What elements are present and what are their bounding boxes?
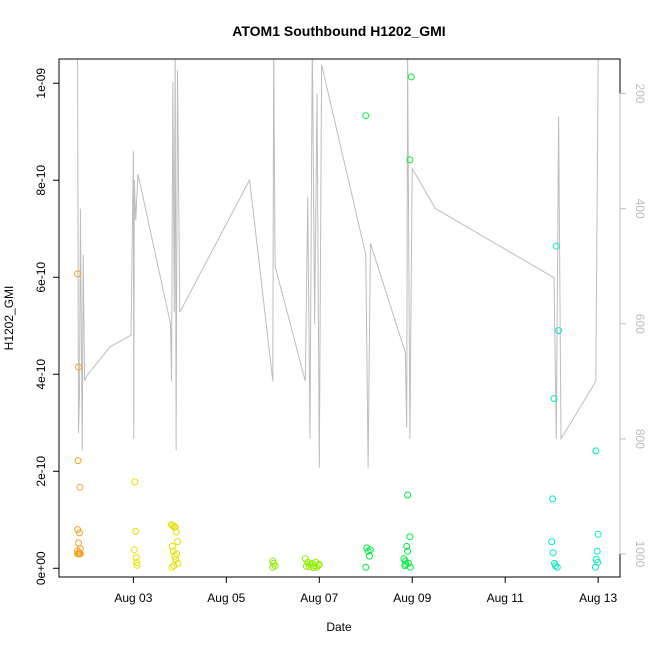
data-point (553, 563, 561, 571)
data-point (74, 550, 82, 558)
data-point (407, 73, 415, 81)
data-point (75, 539, 82, 547)
data-point (131, 478, 139, 486)
y-tick-label: 1e-09 (34, 68, 48, 99)
data-point (76, 529, 83, 537)
data-point (76, 550, 84, 558)
data-point (75, 363, 82, 371)
data-point (403, 542, 411, 550)
data-point (172, 556, 180, 563)
data-point (132, 527, 140, 535)
data-point (304, 558, 312, 566)
data-point (549, 549, 557, 557)
pressure-trace-line (77, 59, 599, 468)
data-point (168, 542, 176, 550)
right-tick-label: 800 (633, 429, 647, 449)
data-point (269, 563, 277, 571)
data-point (548, 538, 556, 546)
data-point (401, 562, 409, 570)
data-point (74, 270, 82, 278)
data-point (404, 491, 412, 499)
right-tick-label: 200 (633, 84, 647, 104)
y-tick-label: 2e-10 (34, 456, 48, 487)
data-point (363, 544, 371, 552)
y-tick-label: 0e+00 (34, 551, 48, 585)
chart-title: ATOM1 Southbound H1202_GMI (232, 23, 445, 39)
data-point (404, 547, 412, 555)
data-point (76, 483, 84, 491)
data-point (315, 560, 323, 568)
data-point (133, 558, 141, 566)
data-point (550, 395, 558, 402)
data-point (366, 546, 374, 554)
data-point (549, 495, 557, 503)
data-point (406, 533, 414, 541)
data-point (171, 523, 179, 531)
y-tick-label: 4e-10 (34, 359, 48, 390)
data-points-layer (74, 73, 602, 572)
data-point (132, 554, 140, 562)
right-tick-label: 400 (633, 199, 647, 219)
y-tick-label: 8e-10 (34, 165, 48, 196)
data-point (555, 327, 563, 335)
data-point (551, 562, 559, 570)
x-tick-label: Aug 03 (114, 591, 152, 605)
right-tick-label: 1000 (633, 541, 647, 568)
right-tick-label: 600 (633, 314, 647, 334)
y-tick-label: 6e-10 (34, 262, 48, 293)
x-tick-label: Aug 07 (300, 591, 338, 605)
data-point (592, 447, 600, 455)
data-point (130, 546, 138, 554)
data-point (362, 563, 370, 571)
data-point (594, 530, 602, 538)
data-point (168, 563, 176, 571)
data-point (362, 112, 370, 120)
data-point (74, 457, 82, 465)
x-axis: Aug 03 Aug 05 Aug 07 Aug 09 Aug 11 Aug 13 (114, 576, 617, 605)
x-tick-label: Aug 05 (207, 591, 245, 605)
data-point (301, 555, 309, 563)
right-axis: 200 400 600 800 1000 (619, 84, 647, 568)
data-point (174, 538, 181, 546)
data-point (593, 547, 601, 555)
y-axis: 0e+00 2e-10 4e-10 6e-10 8e-10 1e-09 (34, 68, 60, 585)
y-axis-label: H1202_GMI (2, 286, 16, 351)
data-point (171, 552, 179, 560)
data-point (406, 156, 414, 164)
data-point (74, 526, 82, 533)
pressure-trace-layer (77, 59, 599, 468)
x-tick-label: Aug 13 (579, 591, 617, 605)
data-point (172, 528, 180, 536)
x-tick-label: Aug 09 (393, 591, 431, 605)
data-point (312, 558, 320, 566)
data-point (133, 561, 141, 569)
data-point (302, 562, 310, 570)
x-tick-label: Aug 11 (487, 591, 524, 605)
plot-frame (58, 58, 621, 578)
data-point (591, 563, 599, 571)
data-point (170, 562, 178, 570)
data-point (552, 242, 560, 250)
x-axis-label: Date (326, 620, 352, 634)
data-point (305, 563, 313, 571)
